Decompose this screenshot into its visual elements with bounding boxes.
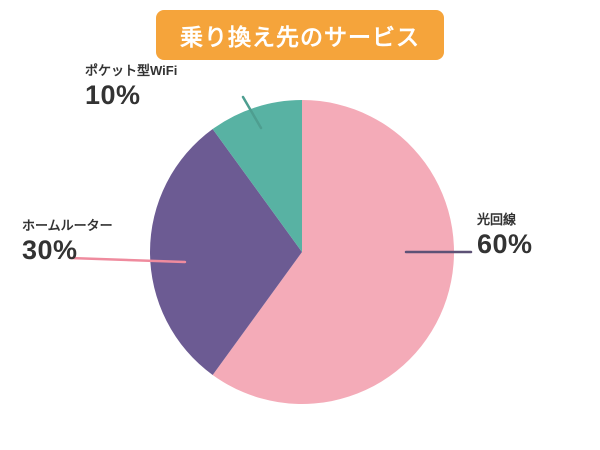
chart-title-badge: 乗り換え先のサービス <box>156 10 444 60</box>
slice-name: 光回線 <box>477 212 517 227</box>
slice-label-home-router: ホームルーター 30% <box>22 218 113 266</box>
leader-line-slice-1 <box>68 256 187 264</box>
slice-label-fiber-optic: 光回線 60% <box>477 212 533 260</box>
slice-name: ホームルーター <box>22 218 113 233</box>
slice-percent: 10% <box>85 80 141 111</box>
slice-name: ポケット型WiFi <box>85 63 178 78</box>
slice-percent: 30% <box>22 235 78 266</box>
pie-slice-2 <box>212 100 302 252</box>
slice-percent: 60% <box>477 229 533 260</box>
pie-slice-1 <box>150 129 302 375</box>
chart-title: 乗り換え先のサービス <box>180 24 420 50</box>
slice-label-pocket-wifi: ポケット型WiFi 10% <box>85 63 178 111</box>
pie-slice-0 <box>212 100 454 404</box>
leader-line-slice-2 <box>241 95 263 130</box>
